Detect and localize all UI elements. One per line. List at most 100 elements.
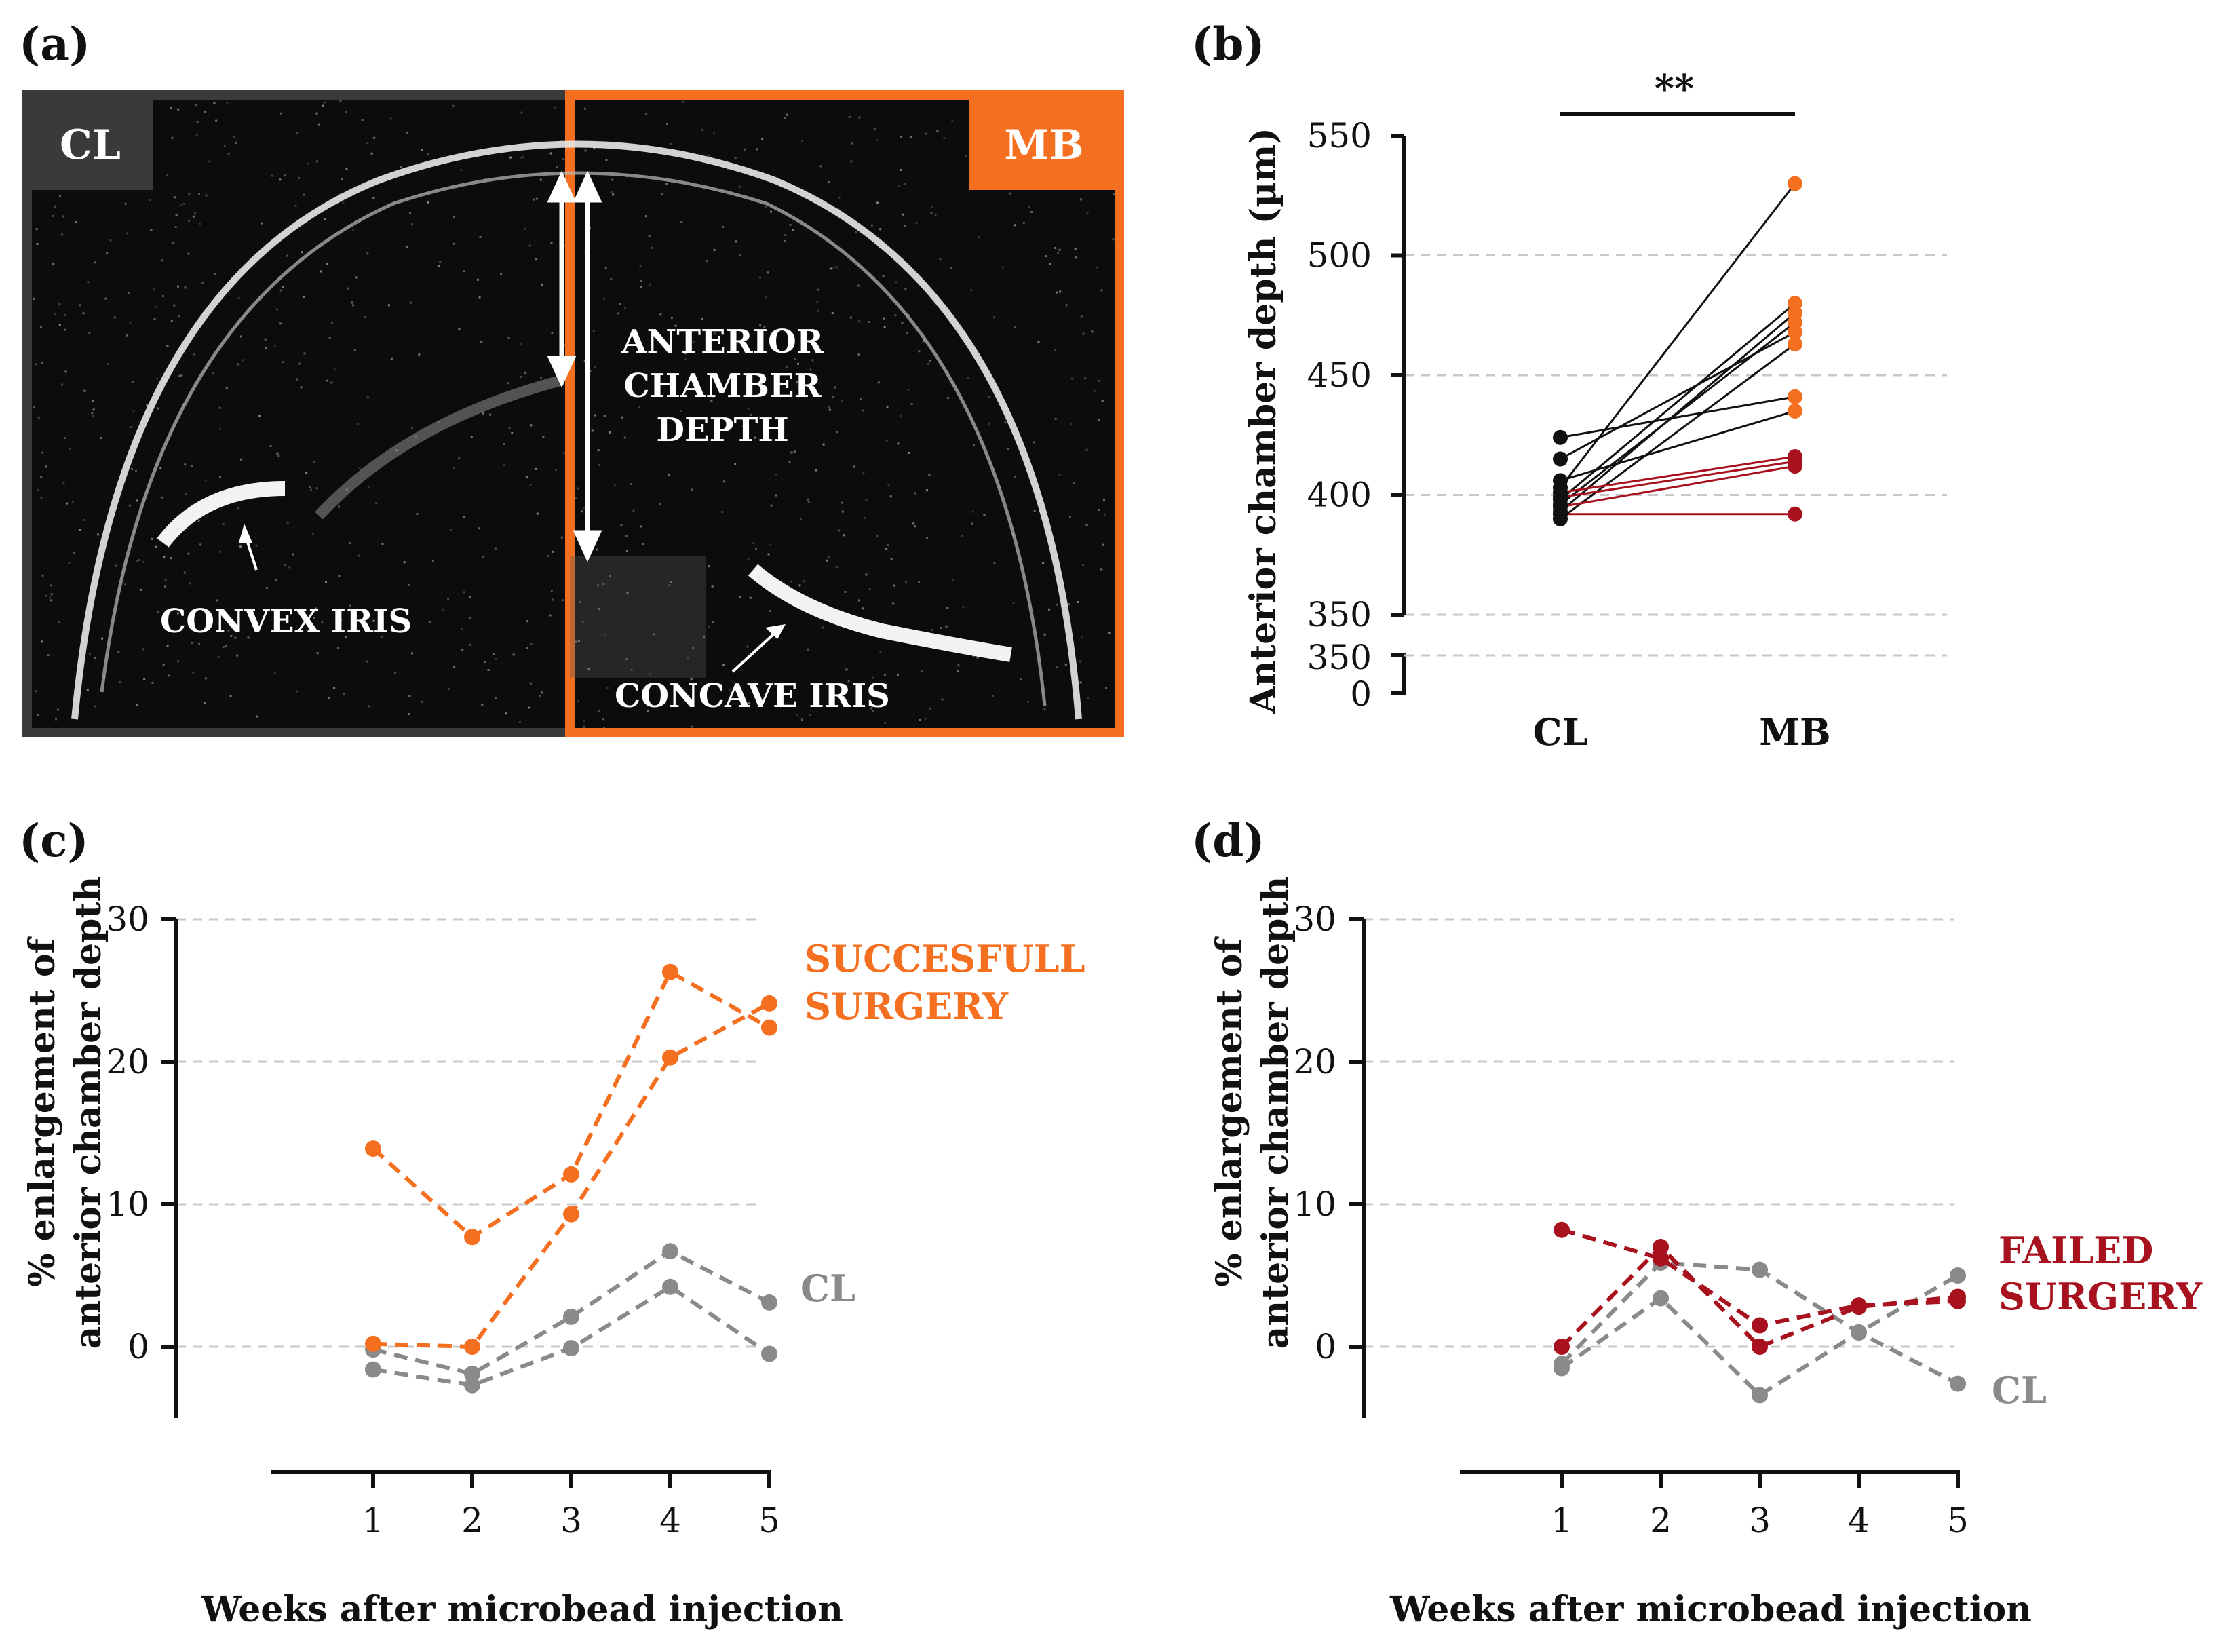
speckle-dot <box>748 702 750 705</box>
speckle-dot <box>665 183 668 185</box>
speckle-dot <box>326 263 328 265</box>
speckle-dot <box>275 308 278 311</box>
speckle-dot <box>330 381 333 384</box>
speckle-dot <box>341 178 343 180</box>
panel-b-y-tick-label: 400 <box>1307 476 1372 515</box>
panel-d-x-tick-label: 4 <box>1848 1501 1870 1540</box>
speckle-dot <box>617 312 619 315</box>
speckle-dot <box>790 580 793 583</box>
speckle-dot <box>463 270 465 273</box>
mb-tag: MB <box>1004 121 1083 169</box>
speckle-dot <box>520 375 522 378</box>
speckle-dot <box>320 270 322 273</box>
speckle-dot <box>983 514 986 516</box>
speckle-dot <box>66 502 69 505</box>
speckle-dot <box>126 232 128 235</box>
speckle-dot <box>797 362 800 365</box>
panel-b-broken-axis <box>1391 653 1406 695</box>
speckle-dot <box>1007 448 1009 450</box>
speckle-dot <box>904 581 907 584</box>
panel-b-mb-point <box>1788 176 1802 191</box>
speckle-dot <box>630 482 632 485</box>
speckle-dot <box>183 202 186 205</box>
speckle-dot <box>970 289 973 292</box>
speckle-dot <box>1074 248 1077 250</box>
speckle-dot <box>1068 603 1070 606</box>
speckle-dot <box>915 222 918 225</box>
speckle-dot <box>832 396 835 398</box>
speckle-dot <box>139 588 142 591</box>
speckle-dot <box>1100 289 1103 292</box>
speckle-dot <box>381 542 384 545</box>
speckle-dot <box>609 575 611 578</box>
speckle-dot <box>387 304 390 307</box>
panel-b-pair-line <box>1560 410 1796 482</box>
speckle-dot <box>901 321 904 324</box>
speckle-dot <box>349 604 351 607</box>
speckle-dot <box>785 113 788 116</box>
panel-b-break-tick-350: 350 <box>1307 638 1372 677</box>
speckle-dot <box>708 625 710 628</box>
speckle-dot <box>660 193 663 195</box>
speckle-dot <box>296 132 298 135</box>
speckle-dot <box>227 629 230 632</box>
speckle-dot <box>1020 678 1022 681</box>
speckle-dot <box>150 229 153 231</box>
speckle-dot <box>286 521 289 524</box>
speckle-dot <box>130 467 133 470</box>
speckle-dot <box>439 261 442 264</box>
speckle-dot <box>626 592 629 594</box>
speckle-dot <box>366 141 368 144</box>
speckle-dot <box>361 119 364 121</box>
speckle-dot <box>368 705 370 708</box>
panel-c-point-cl <box>662 1278 678 1295</box>
speckle-dot <box>623 307 626 310</box>
speckle-dot <box>49 596 52 599</box>
speckle-dot <box>931 629 933 632</box>
speckle-dot <box>194 104 197 107</box>
speckle-dot <box>205 194 208 197</box>
speckle-dot <box>118 680 121 683</box>
speckle-dot <box>1058 248 1061 251</box>
speckle-dot <box>889 495 892 498</box>
speckle-dot <box>192 671 195 674</box>
speckle-dot <box>447 688 450 691</box>
speckle-dot <box>227 153 230 155</box>
speckle-dot <box>853 465 855 468</box>
speckle-dot <box>411 223 414 226</box>
depth-label-line-2: CHAMBER <box>624 367 822 405</box>
speckle-dot <box>800 718 803 721</box>
speckle-dot <box>793 450 796 453</box>
panel-b-gridlines <box>1404 254 1947 616</box>
speckle-dot <box>237 363 239 366</box>
speckle-dot <box>83 518 86 521</box>
speckle-dot <box>279 289 282 292</box>
speckle-dot <box>642 543 644 545</box>
speckle-dot <box>530 424 533 427</box>
speckle-dot <box>1086 212 1089 214</box>
speckle-dot <box>702 635 705 638</box>
panel-a: (a) CL MB ANTERIOR CHAMBER DEPTH <box>19 18 1124 737</box>
speckle-dot <box>924 717 927 720</box>
panel-d-y-title-line-2: anterior chamber depth <box>1255 877 1296 1349</box>
speckle-dot <box>421 700 423 703</box>
speckle-dot <box>925 489 928 492</box>
speckle-dot <box>269 444 272 447</box>
speckle-dot <box>73 552 75 554</box>
speckle-dot <box>184 286 187 289</box>
speckle-dot <box>940 626 942 629</box>
speckle-dot <box>841 510 844 513</box>
speckle-dot <box>315 607 317 610</box>
speckle-dot <box>929 359 931 362</box>
speckle-dot <box>442 608 444 611</box>
speckle-dot <box>313 617 315 619</box>
speckle-dot <box>870 224 873 227</box>
speckle-dot <box>1075 256 1078 259</box>
speckle-dot <box>598 608 601 611</box>
speckle-dot <box>86 689 89 691</box>
speckle-dot <box>1056 666 1058 669</box>
speckle-dot <box>669 142 672 145</box>
speckle-dot <box>827 406 830 408</box>
speckle-dot <box>338 575 341 577</box>
panel-d-point-cl <box>1752 1261 1768 1278</box>
